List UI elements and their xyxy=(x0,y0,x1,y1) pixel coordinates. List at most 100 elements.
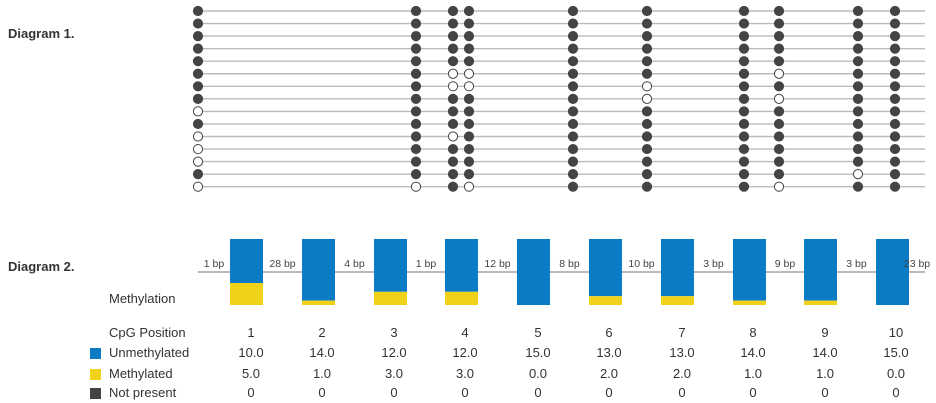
spacer-label: 1 bp xyxy=(204,258,225,270)
methylated-cpg-dot xyxy=(192,5,204,17)
unmethylated-cpg-dot xyxy=(192,131,204,142)
methylated-cpg-dot xyxy=(641,56,653,67)
unmethylated-cpg-dot xyxy=(447,131,459,142)
methylated-cpg-dot xyxy=(889,5,901,17)
methylated-cpg-dot xyxy=(447,30,459,42)
cpg-position-number: 5 xyxy=(534,325,542,340)
methylated-cpg-dot xyxy=(410,131,422,142)
methylated-cpg-dot xyxy=(738,81,750,92)
cpg-position-number: 2 xyxy=(318,325,326,340)
methylated-cpg-dot xyxy=(889,118,901,130)
methylated-cpg-dot xyxy=(410,18,422,29)
methylated-cpg-dot xyxy=(889,56,901,67)
methylated-cpg-dot xyxy=(567,143,579,155)
table-cell-value: 14.0 xyxy=(309,345,335,360)
methylated-cpg-dot xyxy=(641,30,653,42)
spacer-label: 23 bp xyxy=(904,258,930,270)
methylated-cpg-dot xyxy=(889,156,901,167)
table-cell-value: 2.0 xyxy=(599,366,619,381)
legend-label: Unmethylated xyxy=(109,345,190,360)
methylated-cpg-dot xyxy=(447,106,459,117)
methylated-cpg-dot xyxy=(773,43,785,54)
methylated-cpg-dot xyxy=(852,68,864,79)
methylated-cpg-dot xyxy=(567,30,579,42)
methylated-cpg-dot xyxy=(852,131,864,142)
methylated-bar-segment xyxy=(302,300,335,305)
methylated-cpg-dot xyxy=(463,43,475,54)
methylated-cpg-dot xyxy=(410,143,422,155)
methylated-cpg-dot xyxy=(192,30,204,42)
unmethylated-bar-segment xyxy=(302,239,335,301)
methylated-cpg-dot xyxy=(410,30,422,42)
unmethylated-bar-segment xyxy=(374,239,407,292)
diagram-2-title: Diagram 2. xyxy=(8,259,75,274)
methylated-cpg-dot xyxy=(641,181,653,192)
methylated-cpg-dot xyxy=(852,181,864,192)
table-cell-value: 0 xyxy=(461,385,469,400)
methylated-bar-segment xyxy=(804,300,837,305)
unmethylated-cpg-dot xyxy=(641,93,653,104)
methylated-cpg-dot xyxy=(567,181,579,192)
methylated-cpg-dot xyxy=(738,118,750,130)
methylated-cpg-dot xyxy=(447,43,459,54)
methylated-cpg-dot xyxy=(410,68,422,79)
methylated-cpg-dot xyxy=(567,93,579,104)
methylated-cpg-dot xyxy=(738,30,750,42)
methylated-cpg-dot xyxy=(641,118,653,130)
methylated-cpg-dot xyxy=(463,156,475,167)
diagram-1-title: Diagram 1. xyxy=(8,26,75,41)
methylated-cpg-dot xyxy=(192,118,204,130)
methylated-cpg-dot xyxy=(192,56,204,67)
table-cell-value: 0 xyxy=(678,385,686,400)
unmethylated-cpg-dot xyxy=(192,156,204,167)
methylated-cpg-dot xyxy=(410,156,422,167)
methylated-cpg-dot xyxy=(567,18,579,29)
unmethylated-bar-segment xyxy=(876,239,909,305)
methylated-cpg-dot xyxy=(738,143,750,155)
unmethylated-cpg-dot xyxy=(447,81,459,92)
table-cell-value: 3.0 xyxy=(455,366,475,381)
table-cell-value: 14.0 xyxy=(812,345,838,360)
methylated-cpg-dot xyxy=(567,156,579,167)
legend-swatch xyxy=(90,369,101,380)
methylated-cpg-dot xyxy=(463,30,475,42)
methylated-cpg-dot xyxy=(192,93,204,104)
cpg-position-number: 1 xyxy=(247,325,255,340)
methylated-cpg-dot xyxy=(641,68,653,79)
unmethylated-bar-segment xyxy=(589,239,622,297)
table-cell-value: 0 xyxy=(749,385,757,400)
unmethylated-cpg-dot xyxy=(463,181,475,192)
methylated-bar-segment xyxy=(661,296,694,305)
table-cell-value: 15.0 xyxy=(525,345,551,360)
methylated-cpg-dot xyxy=(773,118,785,130)
methylated-cpg-dot xyxy=(192,81,204,92)
methylated-cpg-dot xyxy=(889,81,901,92)
unmethylated-cpg-dot xyxy=(773,181,785,192)
methylated-cpg-dot xyxy=(641,169,653,180)
methylated-cpg-dot xyxy=(738,43,750,54)
methylated-cpg-dot xyxy=(192,18,204,29)
unmethylated-cpg-dot xyxy=(192,181,204,192)
spacer-label: 8 bp xyxy=(559,258,580,270)
methylated-cpg-dot xyxy=(738,56,750,67)
methylated-cpg-dot xyxy=(567,5,579,17)
methylated-cpg-dot xyxy=(889,68,901,79)
table-cell-value: 15.0 xyxy=(883,345,909,360)
table-cell-value: 0 xyxy=(892,385,900,400)
unmethylated-cpg-dot xyxy=(463,68,475,79)
methylated-cpg-dot xyxy=(773,18,785,29)
unmethylated-cpg-dot xyxy=(192,106,204,117)
methylated-cpg-dot xyxy=(641,131,653,142)
methylated-cpg-dot xyxy=(463,5,475,17)
methylated-cpg-dot xyxy=(889,93,901,104)
unmethylated-bar-segment xyxy=(445,239,478,292)
methylated-cpg-dot xyxy=(889,181,901,192)
methylated-cpg-dot xyxy=(192,68,204,79)
methylated-cpg-dot xyxy=(852,106,864,117)
methylated-cpg-dot xyxy=(447,93,459,104)
table-cell-value: 1.0 xyxy=(743,366,763,381)
table-cell-value: 0 xyxy=(605,385,613,400)
methylated-cpg-dot xyxy=(852,81,864,92)
spacer-label: 1 bp xyxy=(416,258,437,270)
methylated-cpg-dot xyxy=(773,106,785,117)
